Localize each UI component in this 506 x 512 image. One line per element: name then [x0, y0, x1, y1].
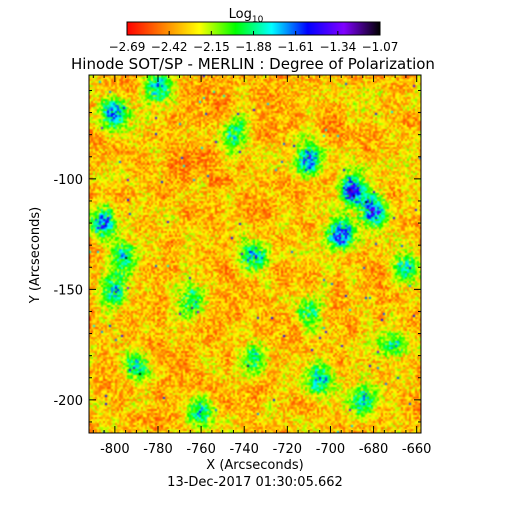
x-tick-label: -760 [186, 442, 216, 457]
colorbar-tick-label: −1.88 [235, 40, 272, 54]
x-axis-label: X (Arcseconds) [206, 458, 303, 473]
y-tick-label: -100 [53, 173, 83, 188]
colorbar-tick-label: −1.34 [319, 40, 356, 54]
x-tick-label: -700 [316, 442, 346, 457]
polarization-heatmap [89, 75, 421, 433]
x-tick-label: -800 [100, 442, 130, 457]
colorbar-tick-label: −2.69 [109, 40, 146, 54]
x-tick-label: -780 [143, 442, 173, 457]
y-tick-label: -150 [53, 283, 83, 298]
colorbar-tick-label: −1.61 [277, 40, 314, 54]
y-axis-label: Y (Arcseconds) [28, 207, 43, 304]
colorbar-title: Log10 [229, 7, 264, 25]
y-axis: -100 -150 -200 [53, 89, 421, 423]
colorbar-tick-label: −2.15 [193, 40, 230, 54]
plot-area [88, 74, 422, 434]
x-tick-label: -740 [229, 442, 259, 457]
observation-timestamp: 13-Dec-2017 01:30:05.662 [167, 475, 343, 490]
x-tick-label: -680 [359, 442, 389, 457]
x-tick-label: -660 [402, 442, 432, 457]
x-axis: -800 -780 -760 -740 -720 -700 -680 -660 [92, 75, 432, 457]
colorbar-tick-label: −1.07 [362, 40, 399, 54]
y-tick-label: -200 [53, 394, 83, 409]
colorbar-ticks: −2.69 −2.42 −2.15 −1.88 −1.61 −1.34 −1.07 [109, 31, 399, 54]
colorbar-tick-label: −2.42 [151, 40, 188, 54]
x-tick-label: -720 [273, 442, 303, 457]
chart-title: Hinode SOT/SP - MERLIN : Degree of Polar… [71, 55, 435, 73]
